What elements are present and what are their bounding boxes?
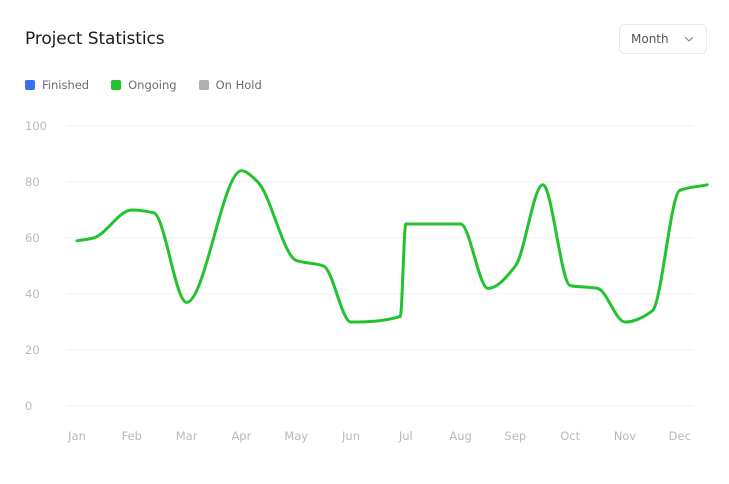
x-tick-label: Feb: [122, 429, 142, 443]
x-tick-label: Sep: [505, 429, 527, 443]
y-tick-label: 0: [25, 399, 32, 413]
x-tick-label: Nov: [614, 429, 637, 443]
y-tick-label: 40: [25, 287, 40, 301]
x-tick-label: Apr: [231, 429, 251, 443]
series-line-ongoing[interactable]: [77, 171, 707, 322]
x-tick-label: May: [284, 429, 308, 443]
y-tick-label: 60: [25, 231, 40, 245]
y-tick-label: 80: [25, 175, 40, 189]
x-tick-label: Aug: [449, 429, 471, 443]
y-tick-label: 20: [25, 343, 40, 357]
x-tick-label: Oct: [560, 429, 580, 443]
x-tick-label: Mar: [176, 429, 198, 443]
x-tick-label: Jul: [398, 429, 413, 443]
x-tick-label: Dec: [669, 429, 691, 443]
y-tick-label: 100: [25, 119, 47, 133]
x-tick-label: Jan: [67, 429, 86, 443]
x-tick-label: Jun: [341, 429, 360, 443]
